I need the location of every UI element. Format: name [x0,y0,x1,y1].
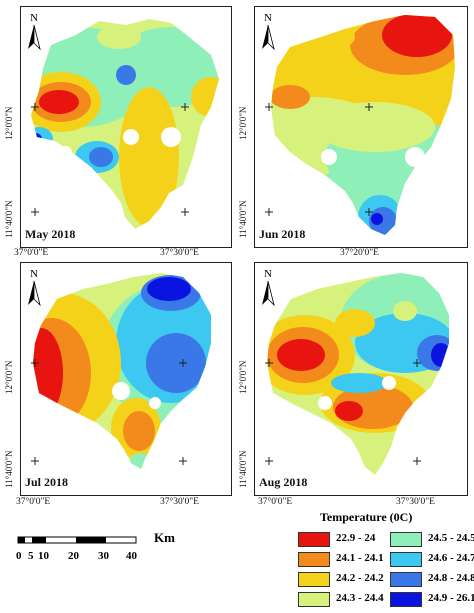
panel-label-aug: Aug 2018 [259,475,308,489]
north-label: N [264,268,272,280]
scale-tick: 0 [16,550,22,562]
lon-label: 37°30'0"E [160,497,199,507]
panel-label-jun: Jun 2018 [259,227,306,241]
legend-label: 24.5 - 24.5 [428,532,474,544]
legend-swatch [390,592,422,607]
legend: Temperature (0C) 22.9 - 24 24.1 - 24.1 24.… [298,510,474,610]
lat-label: 12°0'0"N [238,360,248,394]
temperature-map-jul [31,273,211,469]
north-label: N [30,12,38,24]
map-panel-may: N May 2018 [20,6,232,248]
scale-bar: Km 0 5 10 20 30 40 [16,530,175,562]
scale-tick: 40 [126,550,137,562]
legend-swatch [298,572,330,587]
temperature-map-jun [265,15,455,235]
lat-label: 11°40'0"N [4,450,14,488]
map-panel-aug: N Aug 2018 [254,262,468,496]
scale-tick: 20 [68,550,79,562]
north-arrow-icon: N [259,11,277,51]
lat-label: 12°0'0"N [238,106,248,140]
lon-label: 37°0'0"E [16,497,51,507]
legend-label: 24.1 - 24.1 [336,552,384,564]
legend-label: 24.9 - 26.1 [428,592,474,604]
legend-label: 24.3 - 24.4 [336,592,384,604]
temperature-map-aug [265,273,449,475]
legend-label: 24.8 - 24.8 [428,572,474,584]
north-label: N [264,12,272,24]
lat-label: 12°0'0"N [4,106,14,140]
scale-tick: 5 [28,550,34,562]
lat-label: 11°40'0"N [238,450,248,488]
lat-label: 12°0'0"N [4,360,14,394]
north-label: N [30,268,38,280]
map-panel-jun: N Jun 2018 [254,6,468,248]
panel-label-may: May 2018 [25,227,76,241]
lat-label: 11°40'0"N [238,200,248,238]
lat-label: 11°40'0"N [4,200,14,238]
scale-bar-graphic [17,536,137,544]
legend-swatch [298,532,330,547]
lon-label: 37°30'0"E [396,497,435,507]
legend-swatch [298,552,330,567]
lon-label: 37°0'0"E [14,248,49,258]
legend-swatch [390,572,422,587]
north-arrow-icon: N [259,267,277,307]
legend-title: Temperature (0C) [320,510,413,524]
north-arrow-icon: N [25,267,43,307]
temperature-map-may [31,19,219,229]
map-panel-jul: N Jul 2018 [20,262,232,496]
lon-label: 37°20'0"E [340,248,379,258]
panel-label-jul: Jul 2018 [25,475,69,489]
legend-swatch [390,552,422,567]
legend-label: 22.9 - 24 [336,532,376,544]
legend-swatch [390,532,422,547]
north-arrow-icon: N [25,11,43,51]
scale-tick: 30 [98,550,109,562]
lon-label: 37°0'0"E [258,497,293,507]
scale-unit: Km [154,530,175,545]
legend-label: 24.6 - 24.7 [428,552,474,564]
legend-label: 24.2 - 24.2 [336,572,384,584]
lon-label: 37°30'0"E [160,248,199,258]
legend-swatch [298,592,330,607]
scale-tick: 10 [38,550,49,562]
